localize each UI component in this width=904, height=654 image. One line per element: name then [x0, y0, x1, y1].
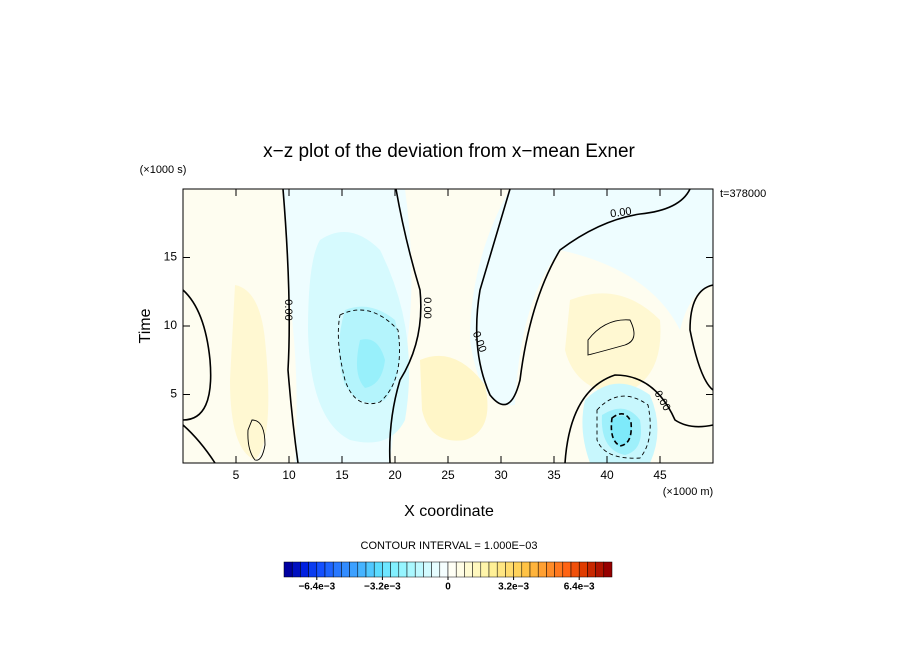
- contour: [247, 419, 266, 461]
- cool-region: [356, 339, 385, 388]
- colorbar-title: CONTOUR INTERVAL = 1.000E−03: [361, 540, 538, 552]
- zero-contour: [282, 188, 299, 464]
- chart-title: x−z plot of the deviation from x−mean Ex…: [263, 141, 635, 162]
- colorbar-box: [496, 561, 506, 578]
- colorbar-box: [488, 561, 498, 578]
- colorbar-box: [603, 561, 613, 578]
- colorbar-tick-label: −3.2e−3: [364, 582, 401, 593]
- colorbar-box: [316, 561, 326, 578]
- x-tick-label: 40: [600, 468, 614, 482]
- y-tick-label: 10: [164, 318, 178, 332]
- warm-region: [420, 355, 488, 441]
- colorbar-box: [537, 561, 547, 578]
- colorbar-box: [447, 561, 457, 578]
- time-label: t=378000: [720, 188, 766, 200]
- colorbar-box: [349, 561, 359, 578]
- y-axis-label: Time: [137, 308, 154, 343]
- colorbar-box: [439, 561, 449, 578]
- colorbar-box: [382, 561, 391, 578]
- colorbar-box: [464, 561, 473, 578]
- warm-region: [230, 285, 269, 460]
- x-unit-label: (×1000 m): [663, 486, 713, 498]
- cool-region: [470, 189, 713, 406]
- colorbar-box: [480, 561, 490, 578]
- x-tick-label: 20: [388, 468, 402, 482]
- contour: [337, 309, 400, 405]
- colorbar-box: [472, 561, 482, 578]
- colorbar-box: [373, 561, 383, 578]
- x-tick-label: 45: [653, 468, 667, 482]
- colorbar-box: [529, 561, 539, 578]
- contour: [596, 395, 651, 459]
- colorbar-box: [587, 561, 596, 578]
- colorbar-box: [562, 561, 572, 578]
- x-tick-label: 25: [441, 468, 455, 482]
- y-tick-label: 5: [170, 387, 177, 401]
- colorbar-tick-label: 6.4e−3: [564, 582, 595, 593]
- zero-contour: [564, 374, 714, 464]
- colorbar-box: [546, 561, 555, 578]
- contour-field: [182, 188, 714, 464]
- contour-label: 0.00: [421, 297, 433, 318]
- x-tick-label: 15: [335, 468, 349, 482]
- colorbar-box: [365, 561, 375, 578]
- contour: [587, 319, 635, 356]
- warm-region: [565, 293, 661, 395]
- x-tick-label: 30: [494, 468, 508, 482]
- contour-label: 0.00: [282, 299, 294, 320]
- colorbar-box: [332, 561, 342, 578]
- colorbar-box: [513, 561, 523, 578]
- colorbar-tick-label: −6.4e−3: [298, 582, 335, 593]
- y-tick-label: 15: [164, 250, 178, 264]
- colorbar-box: [521, 561, 531, 578]
- colorbar-box: [554, 561, 564, 578]
- y-unit-label: (×1000 s): [140, 164, 187, 176]
- zero-contour: [182, 424, 216, 464]
- colorbar-tick-label: 0: [445, 582, 451, 593]
- zero-contour: [388, 188, 422, 464]
- colorbar-box: [431, 561, 441, 578]
- colorbar-tick-label: 3.2e−3: [498, 582, 529, 593]
- colorbar-box: [308, 561, 318, 578]
- contour: [610, 413, 633, 447]
- x-tick-label: 10: [282, 468, 296, 482]
- zero-contour: [475, 188, 691, 406]
- colorbar-box: [357, 561, 367, 578]
- colorbar-box: [505, 561, 514, 578]
- contour-label: 0.00: [610, 205, 633, 220]
- colorbar-box: [291, 561, 301, 578]
- x-tick-label: 35: [547, 468, 561, 482]
- cool-region: [611, 416, 632, 447]
- colorbar-box: [324, 561, 334, 578]
- colorbar-box: [423, 561, 432, 578]
- x-tick-label: 5: [233, 468, 240, 482]
- colorbar-box: [341, 561, 350, 578]
- colorbar-box: [595, 561, 605, 578]
- x-axis-label: X coordinate: [404, 503, 494, 520]
- colorbar-box: [390, 561, 400, 578]
- colorbar-box: [455, 561, 465, 578]
- zero-contour: [182, 289, 212, 421]
- zero-contour: [689, 284, 714, 391]
- colorbar-box: [283, 561, 293, 578]
- colorbar-box: [578, 561, 588, 578]
- colorbar-box: [414, 561, 424, 578]
- colorbar-box: [300, 561, 309, 578]
- colorbar-box: [406, 561, 416, 578]
- colorbar-box: [398, 561, 408, 578]
- colorbar-box: [570, 561, 580, 578]
